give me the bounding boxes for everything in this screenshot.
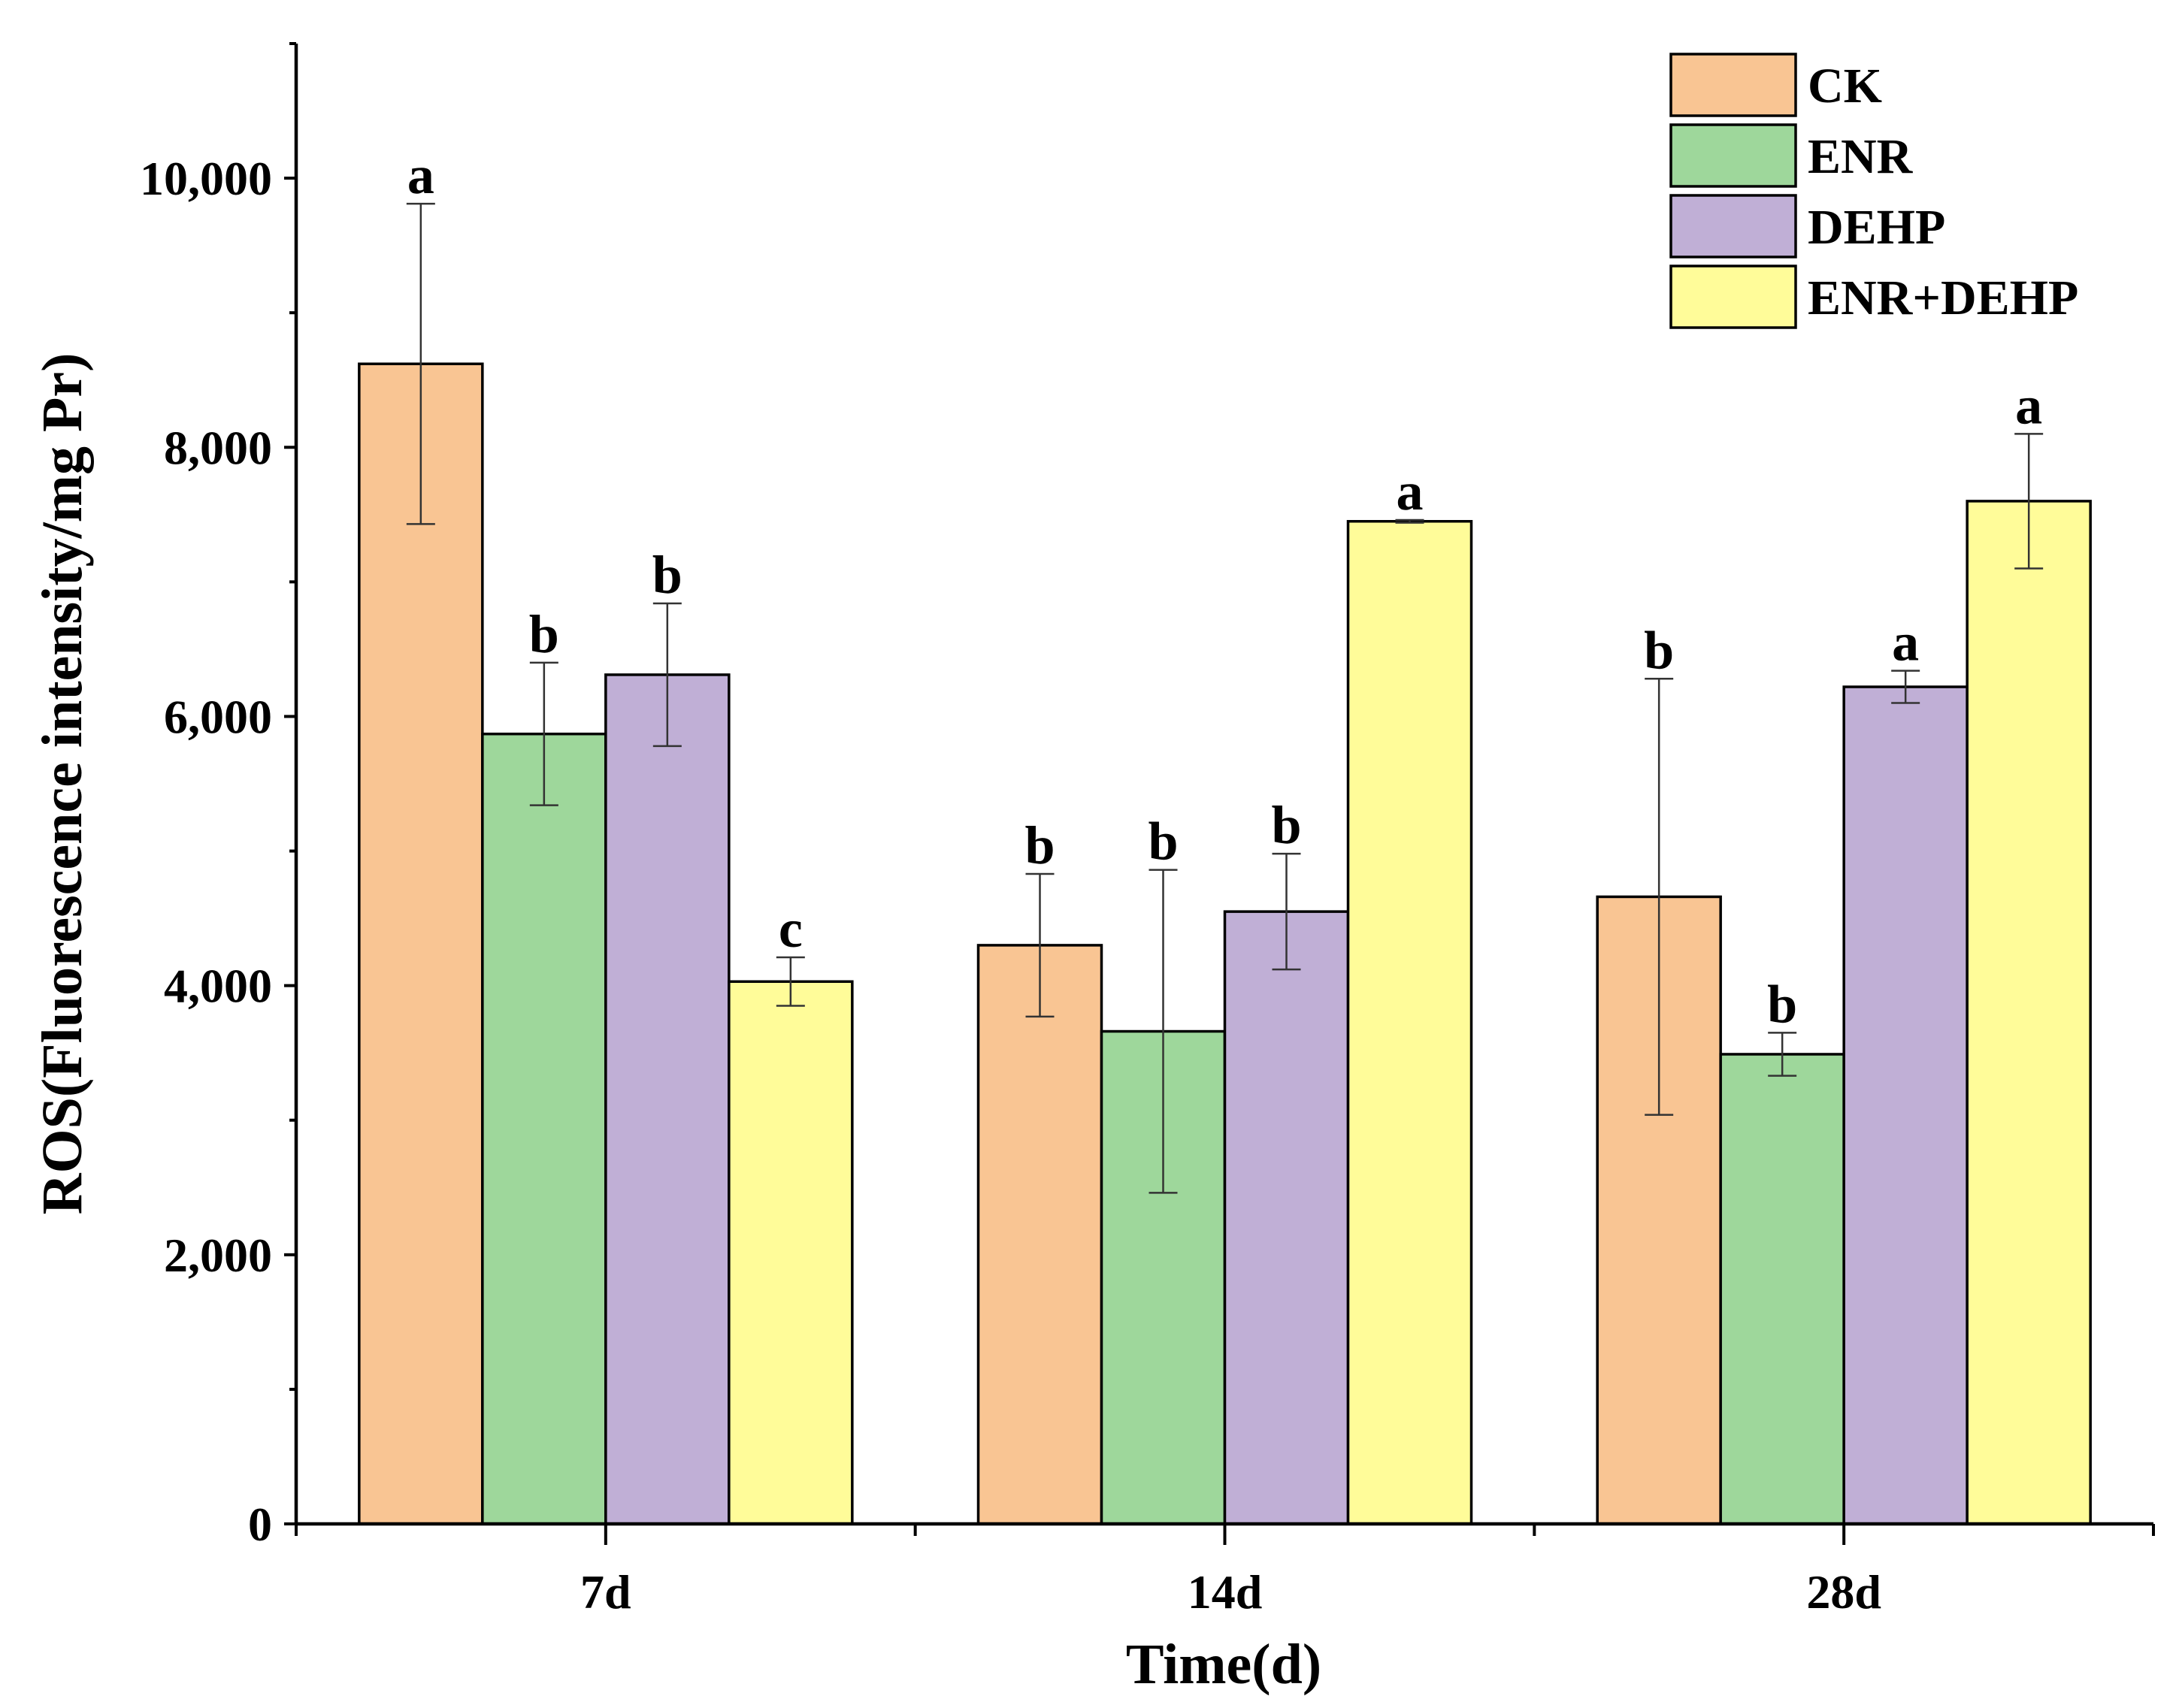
error-bar-ck-14d <box>1025 872 1055 1018</box>
error-bar-enr-dehp-7d <box>776 956 805 1007</box>
error-bar-dehp-14d <box>1272 852 1301 971</box>
y-axis-title: ROS(Fluorescence intensity/mg Pr) <box>31 353 94 1215</box>
significance-label-ck-7d: a <box>407 145 434 205</box>
significance-label-enr-14d: b <box>1148 812 1178 872</box>
significance-label-enr-dehp-14d: a <box>1397 461 1424 521</box>
y-tick-label: 4,000 <box>164 960 272 1013</box>
legend-label-ck: CK <box>1808 59 1882 113</box>
bar-enr-7d <box>481 732 607 1525</box>
bar-dehp-7d <box>604 673 731 1525</box>
x-tick-label-14d: 14d <box>1188 1565 1263 1619</box>
significance-label-ck-14d: b <box>1024 815 1055 875</box>
x-ticks-layer: 7d 14d 28d <box>295 1524 2155 1619</box>
x-axis-title: Time(d) <box>1126 1633 1321 1696</box>
error-bar-dehp-7d <box>652 602 682 748</box>
bar-dehp-28d <box>1842 685 1969 1525</box>
bar-ck-14d <box>976 944 1103 1525</box>
bar-enr-28d <box>1719 1053 1845 1525</box>
x-tick-label-28d: 28d <box>1806 1565 1881 1619</box>
error-bar-enr-28d <box>1768 1032 1797 1077</box>
legend: CK ENR DEHP ENR+DEHP <box>1669 53 2078 329</box>
error-bar-enr-14d <box>1149 869 1178 1194</box>
bars-layer <box>358 362 2092 1525</box>
legend-label-enr: ENR <box>1808 129 1914 184</box>
legend-label-dehp: DEHP <box>1808 200 1945 255</box>
significance-labels-layer: a b b c b b b a b b a a <box>407 145 2042 1034</box>
significance-label-enr-7d: b <box>529 604 559 664</box>
bar-ck-7d <box>358 362 484 1525</box>
significance-label-dehp-14d: b <box>1271 795 1301 855</box>
significance-label-enr-28d: b <box>1767 974 1797 1034</box>
legend-label-enr-dehp: ENR+DEHP <box>1808 271 2078 325</box>
y-tick-label: 0 <box>248 1498 272 1551</box>
y-tick-label: 10,000 <box>140 152 272 205</box>
legend-swatch-ck <box>1669 53 1797 117</box>
error-bar-enr-7d <box>529 661 558 806</box>
y-tick-label: 2,000 <box>164 1229 272 1282</box>
error-bars-layer <box>406 202 2044 1194</box>
legend-swatch-enr-dehp <box>1669 265 1797 329</box>
error-bar-enr-dehp-28d <box>2014 433 2044 570</box>
y-tick-label: 6,000 <box>164 690 272 743</box>
significance-label-ck-28d: b <box>1644 620 1674 680</box>
significance-label-enr-dehp-28d: a <box>2015 375 2042 435</box>
x-tick-label-7d: 7d <box>580 1565 631 1619</box>
legend-swatch-dehp <box>1669 194 1797 258</box>
y-tick-label: 8,000 <box>164 421 272 474</box>
bar-dehp-14d <box>1223 910 1350 1525</box>
bar-enr-dehp-28d <box>1966 500 2092 1525</box>
y-ticks-layer: 0 2,000 4,000 6,000 8,000 10,000 <box>140 42 296 1551</box>
error-bar-enr-dehp-14d <box>1395 518 1424 524</box>
bar-enr-dehp-7d <box>728 980 854 1525</box>
bar-enr-dehp-14d <box>1346 520 1473 1525</box>
legend-swatch-enr <box>1669 123 1797 188</box>
significance-label-dehp-28d: a <box>1892 612 1919 673</box>
error-bar-dehp-28d <box>1891 670 1920 704</box>
significance-label-dehp-7d: b <box>652 545 682 605</box>
error-bar-ck-7d <box>406 202 435 525</box>
error-bar-ck-28d <box>1645 678 1674 1116</box>
significance-label-enr-dehp-7d: c <box>779 899 803 959</box>
